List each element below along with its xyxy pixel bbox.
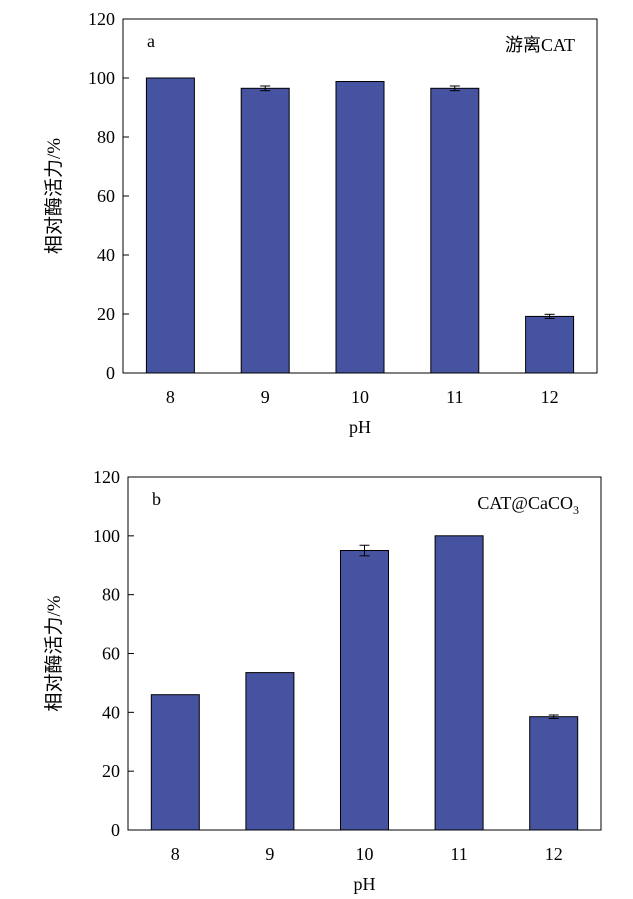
y-tick-label: 40 (97, 245, 115, 265)
y-tick-label: 120 (88, 9, 115, 29)
x-tick-label: 11 (450, 844, 467, 864)
error-bar-12 (544, 313, 555, 319)
y-tick-label: 100 (93, 526, 120, 546)
x-axis-label: pH (354, 874, 376, 894)
chart-title-subscript: 3 (573, 503, 579, 517)
y-tick-label: 120 (93, 467, 120, 487)
y-tick-label: 80 (102, 585, 120, 605)
error-bar-10 (359, 544, 370, 557)
panel-label: a (147, 31, 155, 51)
x-tick-label: 12 (541, 387, 559, 407)
y-tick-label: 0 (106, 363, 115, 383)
y-tick-label: 20 (102, 761, 120, 781)
y-tick-label: 100 (88, 68, 115, 88)
x-tick-label: 8 (166, 387, 175, 407)
bar-12 (529, 716, 579, 831)
error-bar-11 (449, 85, 460, 92)
plot-frame (122, 18, 598, 374)
bar-9 (245, 672, 295, 831)
x-tick-label: 8 (171, 844, 180, 864)
error-bar-12 (548, 714, 559, 720)
y-tick-label: 60 (102, 644, 120, 664)
bar-11 (430, 87, 480, 374)
x-tick-label: 10 (351, 387, 369, 407)
y-tick-label: 0 (111, 820, 120, 840)
bar-10 (335, 81, 385, 374)
x-axis-label: pH (349, 417, 371, 437)
bar-11 (434, 535, 484, 831)
y-tick-label: 40 (102, 702, 120, 722)
bar-8 (150, 694, 200, 831)
panel-label: b (152, 489, 161, 509)
x-tick-label: 10 (356, 844, 374, 864)
y-axis-label: 相对酶活力/% (43, 138, 65, 254)
x-tick-label: 11 (446, 387, 463, 407)
y-tick-label: 60 (97, 186, 115, 206)
bar-10 (340, 550, 389, 831)
plot-frame (127, 476, 602, 831)
x-tick-label: 12 (545, 844, 563, 864)
x-tick-label: 9 (265, 844, 274, 864)
chart-title: CAT@CaCO3 (477, 493, 579, 517)
chart-title: 游离CAT (505, 35, 575, 55)
y-tick-label: 80 (97, 127, 115, 147)
y-axis-label: 相对酶活力/% (43, 595, 65, 711)
bar-9 (240, 87, 290, 374)
error-bar-9 (260, 85, 271, 92)
bar-8 (145, 77, 195, 374)
x-tick-label: 9 (261, 387, 270, 407)
y-tick-label: 20 (97, 304, 115, 324)
bar-12 (525, 315, 575, 374)
